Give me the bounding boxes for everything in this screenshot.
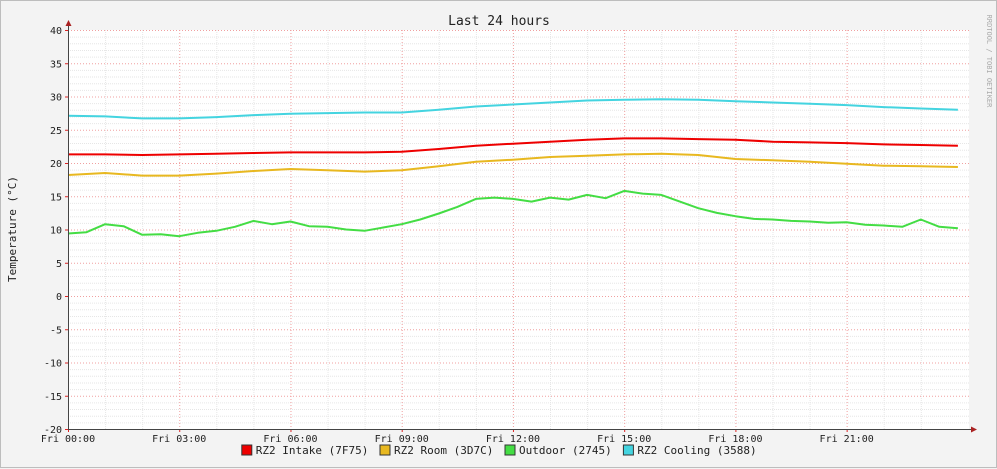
- rrdtool-watermark: RRDTOOL / TOBI OETIKER: [985, 15, 993, 109]
- y-tick-label: -5: [50, 325, 62, 336]
- y-tick-label: 10: [50, 226, 62, 237]
- legend-label: RZ2 Intake (7F75): [256, 444, 369, 457]
- x-tick-labels: Fri 00:00 Fri 03:00 Fri 06:00 Fri 09:00 Fri …: [41, 434, 874, 445]
- y-tick-label: 15: [50, 192, 62, 203]
- y-tick-label: 0: [56, 292, 62, 303]
- x-tick-label: Fri 21:00: [820, 434, 874, 445]
- x-tick-label: Fri 15:00: [597, 434, 651, 445]
- y-axis-label: Temperature (°C): [6, 176, 19, 282]
- x-tick-label: Fri 03:00: [152, 434, 206, 445]
- major-grid: [65, 30, 969, 432]
- series-line-0: [68, 137, 958, 156]
- y-tick-label: -10: [44, 359, 62, 370]
- legend-swatch: [504, 444, 516, 456]
- y-axis-arrow: [65, 20, 72, 26]
- y-tick-label: 40: [50, 26, 62, 37]
- legend-label: RZ2 Cooling (3588): [637, 444, 756, 457]
- series-line-1: [67, 152, 958, 177]
- legend-swatch: [241, 444, 253, 456]
- legend-label: Outdoor (2745): [519, 444, 612, 457]
- series-line-2: [67, 189, 958, 238]
- legend: RZ2 Intake (7F75) RZ2 Room (3D7C) Outdoor …: [241, 444, 757, 457]
- x-tick-label: Fri 06:00: [263, 434, 317, 445]
- x-tick-label: Fri 18:00: [708, 434, 762, 445]
- x-tick-label: Fri 00:00: [41, 434, 95, 445]
- axes: [65, 20, 977, 433]
- y-tick-label: -20: [44, 425, 62, 436]
- x-axis-arrow: [971, 426, 977, 433]
- series-lines: [67, 98, 958, 238]
- legend-label: RZ2 Room (3D7C): [394, 444, 493, 457]
- x-tick-label: Fri 09:00: [375, 434, 429, 445]
- y-tick-label: 25: [50, 126, 62, 137]
- x-tick-label: Fri 12:00: [486, 434, 540, 445]
- legend-swatch: [622, 444, 634, 456]
- series-line-3: [67, 98, 958, 120]
- legend-swatch: [379, 444, 391, 456]
- y-tick-labels: 40 35 30 25 20 15 10 5 0 -5 -10 -15 -20: [44, 26, 62, 436]
- y-tick-label: 20: [50, 159, 62, 170]
- y-tick-label: 5: [56, 259, 62, 270]
- chart-title: Last 24 hours: [448, 14, 550, 29]
- y-tick-label: 30: [50, 93, 62, 104]
- y-tick-label: 35: [50, 59, 62, 70]
- y-tick-label: -15: [44, 392, 62, 403]
